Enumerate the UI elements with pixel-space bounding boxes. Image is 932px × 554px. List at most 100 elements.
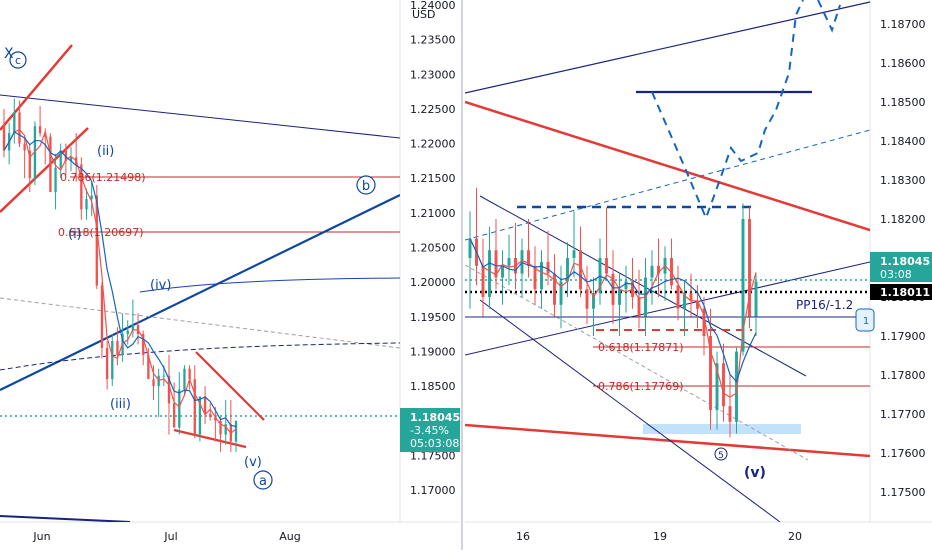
candle-body[interactable] (481, 265, 485, 297)
candle-body[interactable] (741, 219, 745, 352)
left-plot-area[interactable]: 0.786(1.21498) 0.618(1.20697) X c (ii) (… (0, 44, 400, 522)
candle-body[interactable] (579, 250, 582, 290)
red-resistance-line[interactable] (465, 100, 870, 232)
candle-body[interactable] (49, 136, 52, 193)
candle-body[interactable] (527, 250, 530, 266)
candle-body[interactable] (100, 285, 104, 348)
candle-body[interactable] (722, 363, 725, 407)
candle-body[interactable] (23, 143, 26, 151)
candle-body[interactable] (188, 368, 191, 380)
candle-body[interactable] (735, 351, 738, 422)
candle-body[interactable] (748, 219, 751, 317)
candle-body[interactable] (728, 406, 732, 422)
candle-body[interactable] (131, 325, 135, 331)
candle-body[interactable] (44, 133, 47, 137)
candle-body[interactable] (488, 250, 491, 297)
candle-body[interactable] (193, 379, 196, 435)
candle-body[interactable] (650, 265, 654, 278)
candle-body[interactable] (167, 375, 171, 404)
candle-body[interactable] (572, 250, 576, 258)
candle-body[interactable] (126, 330, 129, 335)
candle-body[interactable] (507, 258, 511, 266)
candle-body[interactable] (111, 341, 114, 380)
candle-body[interactable] (618, 289, 621, 305)
projection-path-end[interactable] (817, 0, 841, 33)
upper-trendline[interactable] (0, 94, 400, 139)
bottom-trendline[interactable] (0, 515, 131, 522)
candle-body[interactable] (676, 285, 680, 309)
candle-body[interactable] (689, 293, 693, 301)
candle-body[interactable] (637, 297, 641, 317)
candle-body[interactable] (605, 258, 608, 274)
candle-body[interactable] (85, 198, 88, 210)
candle-body[interactable] (28, 150, 31, 179)
candle-body[interactable] (147, 354, 150, 380)
candle-body[interactable] (696, 300, 699, 309)
candle-body[interactable] (178, 389, 181, 428)
red-channel-top[interactable] (0, 44, 73, 131)
candle-body[interactable] (234, 420, 238, 442)
candle-body[interactable] (209, 413, 212, 418)
candle-body[interactable] (494, 250, 498, 278)
candle-body[interactable] (754, 281, 758, 317)
candle-body[interactable] (715, 363, 719, 411)
candle-body[interactable] (224, 424, 227, 435)
upper-falling-line[interactable] (479, 195, 807, 377)
candle-body[interactable] (702, 308, 706, 336)
candle-body[interactable] (585, 289, 589, 309)
candle-body[interactable] (598, 258, 602, 294)
upper-channel-line[interactable] (465, 1, 870, 94)
candle-body[interactable] (90, 195, 93, 199)
candle-body[interactable] (116, 341, 119, 355)
candle-body[interactable] (142, 334, 145, 355)
candle-body[interactable] (80, 164, 83, 210)
candle-body[interactable] (59, 150, 62, 168)
candle-body[interactable] (219, 420, 222, 435)
wedge-upper[interactable] (195, 351, 265, 421)
candle-body[interactable] (611, 273, 615, 305)
candle-body[interactable] (533, 265, 537, 290)
candle-body[interactable] (162, 375, 165, 377)
candle-body[interactable] (709, 336, 712, 411)
navy-rising-line[interactable] (465, 261, 870, 356)
red-support-line[interactable] (465, 423, 870, 458)
candle-body[interactable] (468, 238, 472, 259)
candle-body[interactable] (592, 293, 595, 309)
candle-body[interactable] (105, 347, 109, 380)
candle-body[interactable] (520, 250, 524, 274)
candle-body[interactable] (624, 281, 628, 290)
candle-body[interactable] (38, 126, 42, 134)
candle-body[interactable] (501, 265, 504, 278)
candle-body[interactable] (553, 273, 556, 305)
candle-body[interactable] (152, 379, 155, 387)
candle-body[interactable] (559, 281, 563, 305)
grey-dashed-falling-line[interactable] (465, 264, 809, 461)
candle-body[interactable] (95, 195, 98, 286)
candle-body[interactable] (69, 157, 73, 161)
candle-body[interactable] (214, 417, 217, 421)
candle-body[interactable] (64, 150, 68, 161)
candle-body[interactable] (566, 258, 569, 282)
candle-body[interactable] (198, 396, 202, 435)
candle-body[interactable] (172, 403, 176, 428)
blue-dashed-rising-line[interactable] (465, 129, 870, 241)
partial-axis-tag[interactable] (855, 308, 875, 332)
candle-body[interactable] (183, 368, 186, 390)
projection-path[interactable] (651, 0, 804, 221)
blue-trendline[interactable] (0, 194, 400, 391)
lower-falling-line[interactable] (479, 299, 781, 522)
wedge-lower[interactable] (173, 428, 247, 449)
red-channel-bottom[interactable] (0, 127, 89, 213)
navy-dashed-curve[interactable] (0, 342, 400, 371)
candle-body[interactable] (683, 293, 686, 309)
right-plot-area[interactable]: 0.618(1.17871) 0.786(1.17769) PP16/-1.2 … (465, 0, 870, 522)
candle-body[interactable] (18, 112, 21, 144)
candle-body[interactable] (657, 265, 660, 274)
candle-body[interactable] (540, 261, 543, 290)
candle-body[interactable] (54, 167, 57, 193)
candle-body[interactable] (2, 126, 6, 151)
candle-body[interactable] (203, 396, 207, 414)
candle-body[interactable] (546, 261, 550, 274)
candle-body[interactable] (13, 112, 16, 134)
